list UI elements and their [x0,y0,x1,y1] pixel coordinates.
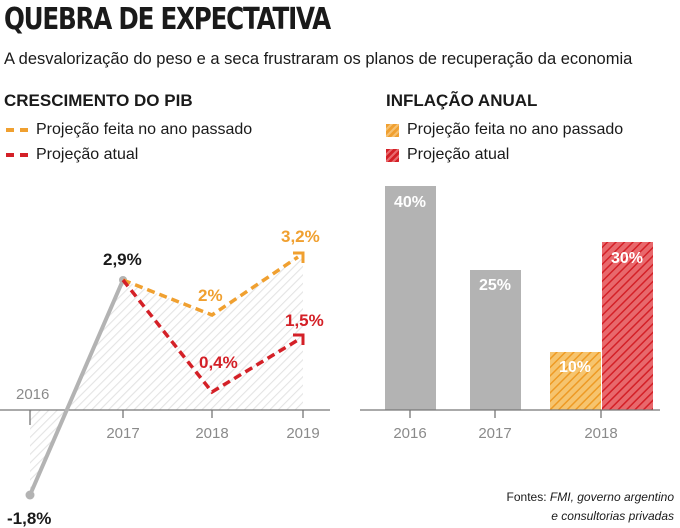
inflation-xtick-label-2017: 2017 [478,425,511,442]
gdp-label-previous-2018: 2% [198,286,223,305]
gdp-legend-swatch-current [6,153,28,157]
sources-note: Fontes: FMI, governo argentino e consult… [507,488,674,526]
inflation-xtick-label-2016: 2016 [393,425,426,442]
inflation-legend-swatch-previous [386,123,399,137]
sources-line-1: Fontes: FMI, governo argentino [507,488,674,507]
inflation-chart-title: INFLAÇÃO ANUAL [386,91,538,110]
gdp-label-previous-2019: 3,2% [281,227,320,246]
gdp-label-2016: -1,8% [7,509,51,528]
inflation-legend-swatch-current [386,148,399,162]
inflation-bar-2017 [470,270,521,410]
page-title: QUEBRA DE EXPECTATIVA [4,2,331,37]
page-subtitle: A desvalorização do peso e a seca frustr… [4,50,633,68]
gdp-current-arrowhead [293,333,305,345]
gdp-legend-swatch-previous [6,128,28,132]
gdp-chart-title: CRESCIMENTO DO PIB [4,91,193,110]
gdp-legend-item-current: Projeção atual [6,146,138,164]
inflation-legend-item-current: Projeção atual [386,146,509,164]
gdp-previous-arrowhead [293,251,305,263]
inflation-label-2018-current: 30% [611,250,643,267]
inflation-label-2017: 25% [479,277,511,294]
inflation-xtick-label-2018: 2018 [584,425,617,442]
gdp-xtick-label-2018: 2018 [195,425,228,442]
inflation-legend-item-previous: Projeção feita no ano passado [386,121,623,139]
inflation-label-2018-previous: 10% [559,359,591,376]
gdp-previous-projection-line [122,255,299,317]
gdp-label-2017: 2,9% [103,250,142,269]
inflation-bar-2018-previous [550,352,601,410]
gdp-point-2016 [25,490,35,500]
sources-label: Fontes: [506,490,547,504]
inflation-label-2016: 40% [394,194,426,211]
gdp-xtick-label-2016: 2016 [16,386,49,403]
gdp-label-current-2019: 1,5% [285,311,324,330]
inflation-bar-2018-current [602,242,653,410]
gdp-legend-item-previous: Projeção feita no ano passado [6,121,252,139]
sources-text-1: FMI, governo argentino [549,490,674,504]
gdp-history-line [28,278,125,497]
gdp-legend-label-previous: Projeção feita no ano passado [36,121,253,138]
gdp-area-positive [67,253,303,410]
inflation-legend-label-previous: Projeção feita no ano passado [407,121,624,138]
gdp-label-current-2018: 0,4% [199,353,238,372]
gdp-current-projection-line [121,278,299,395]
sources-text-2: e consultorias privadas [551,509,674,523]
inflation-legend-label-current: Projeção atual [407,146,510,163]
inflation-bar-2016 [385,186,436,410]
gdp-legend-label-current: Projeção atual [36,146,139,163]
gdp-xtick-label-2017: 2017 [106,425,139,442]
gdp-xtick-label-2019: 2019 [286,425,319,442]
